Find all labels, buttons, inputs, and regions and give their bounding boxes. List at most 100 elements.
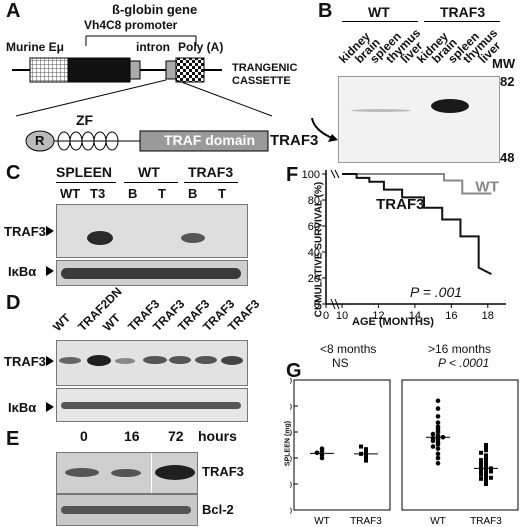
- panel-f-label: F: [286, 164, 299, 186]
- survival-ytick-label-20: 20: [308, 273, 320, 285]
- blot-c-spleen-header: SPLEEN: [56, 164, 113, 180]
- blot-c-wt-rule: [124, 182, 178, 183]
- panel-c-label: C: [6, 162, 21, 184]
- survival-ytick-label-0: 0: [314, 299, 320, 311]
- survival-xtick-label-16: 16: [445, 310, 457, 322]
- scatter-point-1-4: [364, 449, 368, 454]
- scatter-point-3-4: [489, 475, 493, 480]
- blot-b-image: [338, 76, 500, 163]
- scatter-point-1-5: [364, 447, 368, 452]
- survival-ylabel: CUMULATIVE SURVIVAL (%): [313, 181, 325, 318]
- blot-c-ikba-arrow-icon: [46, 266, 54, 276]
- blot-d-ikba-arrow-icon: [46, 402, 54, 412]
- scatter-frame-0: [293, 379, 391, 511]
- blot-e-hours-label: hours: [198, 428, 237, 444]
- survival-xtick-label-0: 0: [323, 310, 329, 322]
- blot-c-traf3-arrow-icon: [46, 226, 54, 236]
- spleen-scatter-chart: 0 50 100 150 200 250 WT TRAF3 WT TRAF3: [290, 376, 519, 527]
- scatter-point-3-19: [484, 456, 488, 460]
- intron-label: intron: [136, 40, 170, 54]
- scatter-point-2-19: [435, 398, 441, 404]
- survival-x-axis-break: [330, 298, 340, 310]
- cassette-label: TRANGENIC CASSETTE: [232, 62, 298, 87]
- polya-label: Poly (A): [178, 40, 224, 54]
- blot-e-traf3: [56, 452, 198, 494]
- blot-b-traf3-rule: [424, 21, 500, 22]
- beta-globin-label: ß-globin gene: [112, 2, 198, 17]
- scatter-ytick-label-200: 200: [290, 402, 292, 412]
- blot-b-wt-header: WT: [368, 4, 390, 20]
- scatter-point-3-10: [484, 468, 488, 473]
- transgenic-construct-diagram: [12, 35, 273, 152]
- scatter-point-2-1: [435, 455, 441, 461]
- scatter-point-3-13: [484, 465, 488, 470]
- survival-xtick-label-10: 10: [336, 310, 348, 322]
- scatter-point-3-15: [484, 462, 488, 467]
- blot-c-lane-4: B: [188, 186, 198, 201]
- spleen-ylabel: SPLEEN (mg): [284, 420, 292, 467]
- blot-c-traf3-header: TRAF3: [188, 164, 234, 180]
- blot-c-ikba-label: IκBα: [8, 264, 37, 279]
- scatter-ytick-label-50: 50: [290, 480, 292, 490]
- blot-e-time-16: 16: [124, 428, 140, 444]
- scatter-point-2-0: [435, 460, 441, 466]
- scatter-point-1-1: [364, 456, 368, 460]
- scatter-point-3-9: [489, 469, 493, 474]
- survival-ytick-label-80: 80: [308, 195, 320, 207]
- scatter-point-0-2: [314, 450, 320, 456]
- scatter-point-2-2: [435, 451, 441, 457]
- traf3-protein-label: TRAF3: [270, 132, 319, 149]
- scatter-point-2-9: [430, 435, 436, 441]
- ring-label: R: [35, 133, 45, 148]
- survival-series-label-wt: WT: [475, 179, 498, 196]
- blot-e-bcl2-label: Bcl-2: [202, 502, 234, 517]
- scatter-point-2-4: [430, 444, 436, 449]
- scatter-point-3-22: [484, 448, 488, 453]
- survival-top-break: [330, 169, 340, 179]
- promoter-block: [67, 57, 131, 83]
- blot-d-lane-0: WT: [50, 310, 74, 334]
- blot-e-bcl2: [56, 494, 198, 526]
- scatter-ytick-label-250: 250: [290, 376, 292, 386]
- survival-ytick-label-60: 60: [308, 221, 320, 233]
- blot-d-traf3: [56, 340, 248, 386]
- blot-b-wt-rule: [342, 21, 418, 22]
- traf-domain-label: TRAF domain: [164, 132, 255, 148]
- scatter-group-label-1: TRAF3: [350, 516, 382, 527]
- panel-e-label: E: [6, 428, 20, 450]
- scatter-point-1-0: [364, 458, 368, 463]
- scatter-frame-1: [401, 379, 519, 511]
- murine-enhancer-block: [29, 57, 69, 83]
- panel-g-label: G: [286, 360, 302, 382]
- survival-line-traf3: [342, 173, 492, 275]
- scatter-point-3-21: [479, 450, 483, 455]
- survival-xlabel: AGE (MONTHS): [352, 316, 434, 328]
- scatter-group-label-0: WT: [314, 516, 330, 527]
- blot-c-ikba: [56, 260, 248, 286]
- blot-c-lane-2: B: [128, 186, 138, 201]
- survival-xtick-label-18: 18: [482, 310, 494, 322]
- blot-e-time-0: 0: [80, 428, 88, 444]
- survival-series-label-traf3: TRAF3: [376, 196, 424, 213]
- blot-c-lane-3: T: [158, 186, 166, 201]
- mw-label: MW: [492, 56, 516, 71]
- scatter-point-2-16: [435, 420, 441, 425]
- scatter-point-2-15: [435, 424, 441, 430]
- blot-c-traf3-rule: [184, 182, 238, 183]
- scatter-point-3-6: [479, 472, 483, 477]
- scatter-ytick-label-100: 100: [290, 454, 292, 464]
- scatter-point-3-5: [484, 474, 488, 479]
- survival-p-value: P = .001: [410, 284, 463, 300]
- scatter-ytick-label-0: 0: [290, 506, 292, 516]
- mw-48-label: 48: [500, 150, 515, 165]
- panel-b-label: B: [318, 0, 333, 22]
- blot-c-wt-header: WT: [138, 164, 160, 180]
- survival-xtick-label-14: 14: [409, 310, 421, 322]
- traf-domain-bar: [139, 130, 269, 152]
- survival-ytick-label-100: 100: [302, 169, 320, 181]
- traf3-insert-block: [165, 60, 177, 80]
- zf-label: ZF: [76, 112, 94, 128]
- blot-e-time-72: 72: [168, 428, 184, 444]
- survival-ytick-label-40: 40: [308, 247, 320, 259]
- blot-d-ikba: [56, 388, 248, 422]
